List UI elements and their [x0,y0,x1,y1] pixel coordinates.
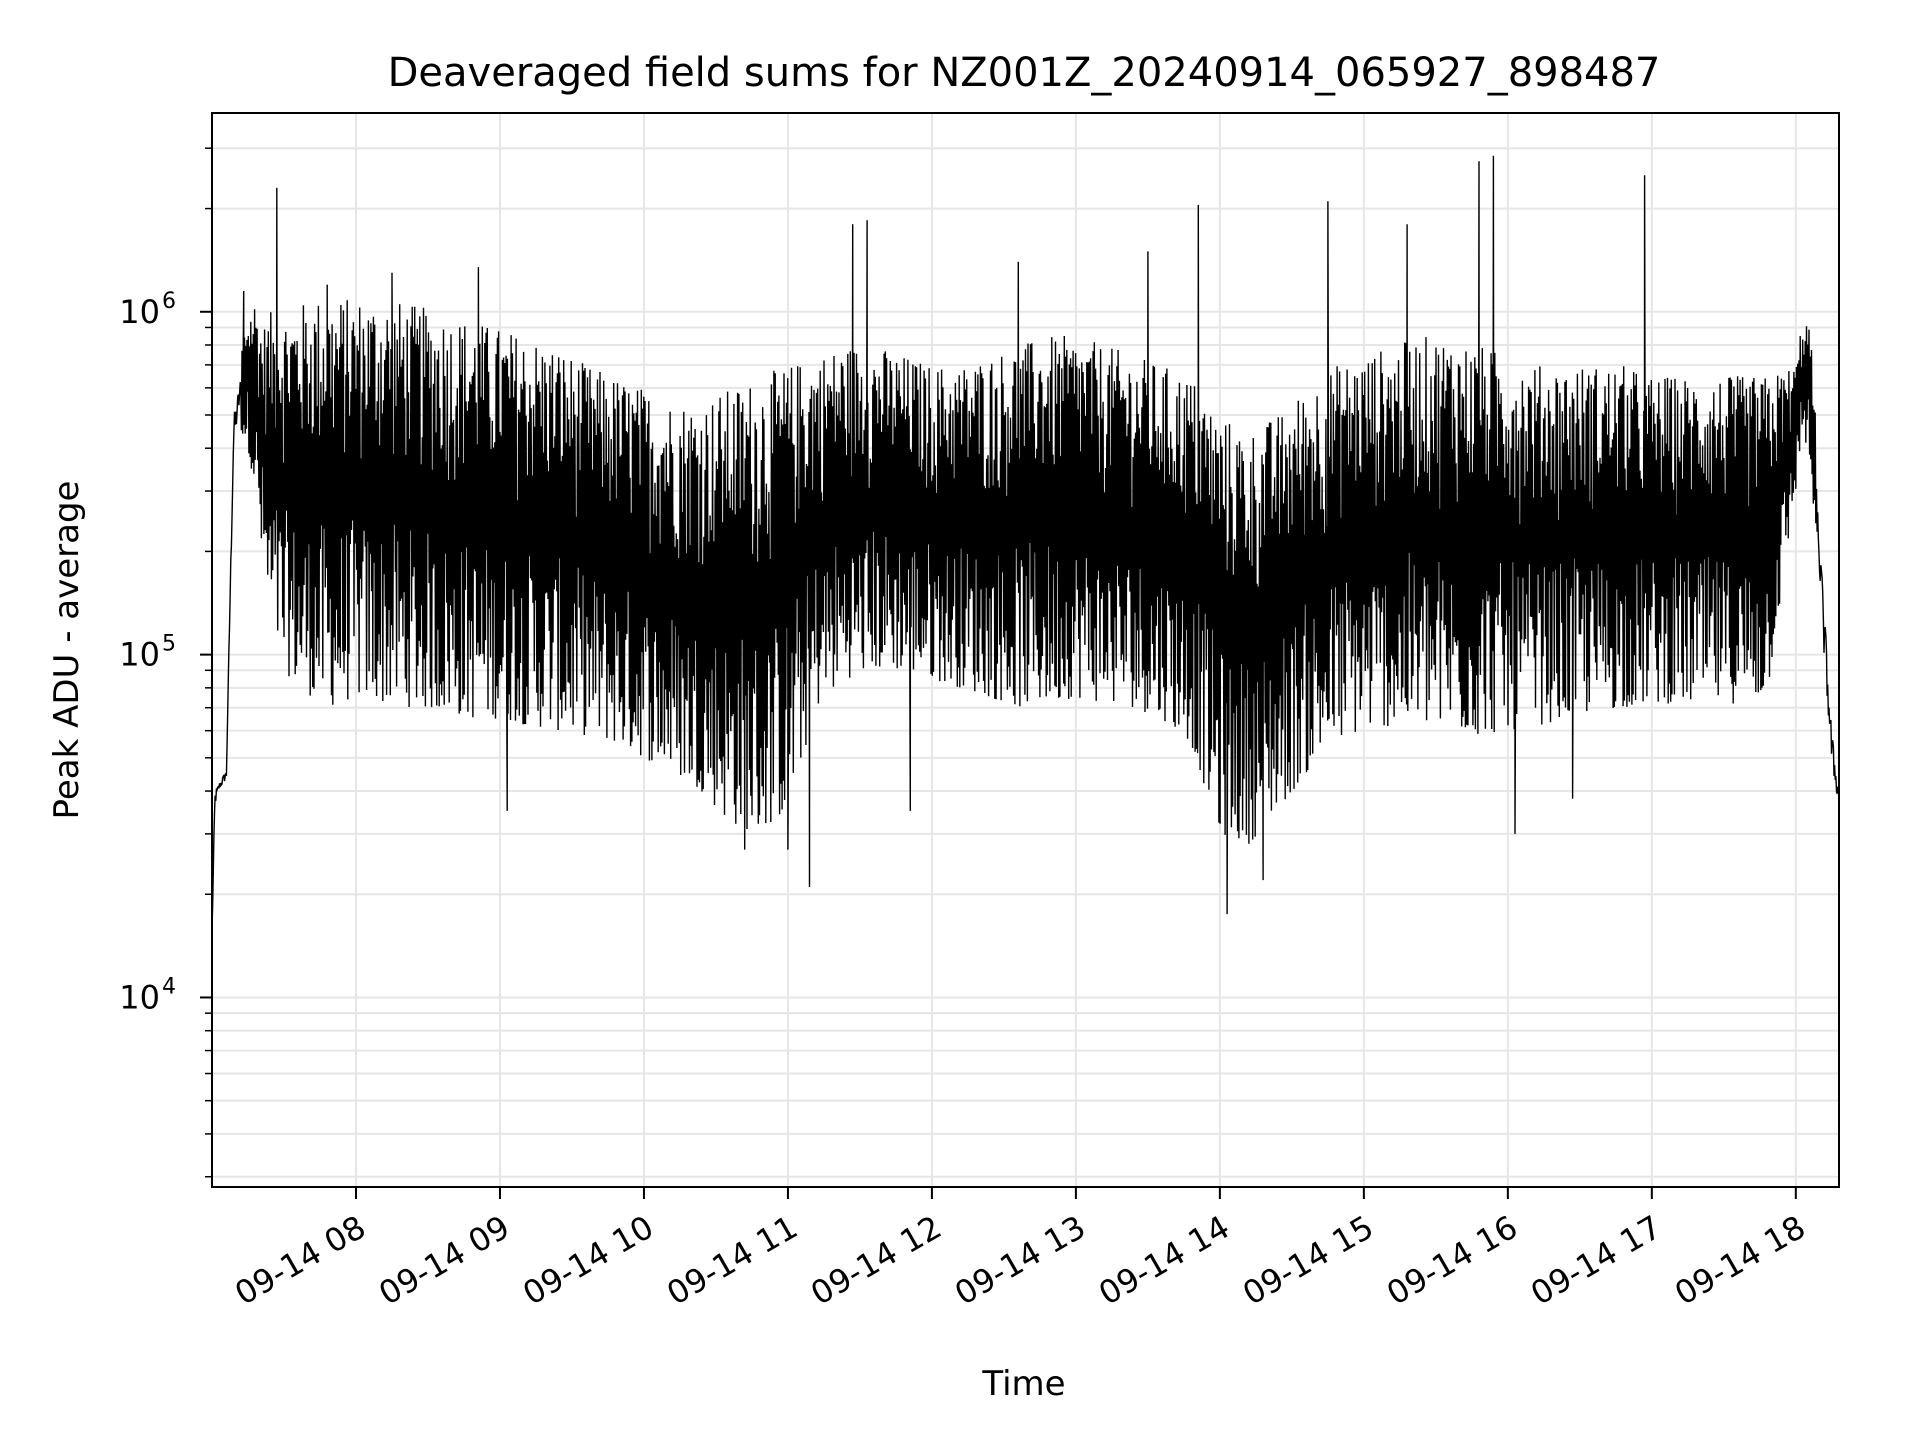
x-tick-label: 09-14 17 [1524,1208,1668,1313]
y-tick-label: 10 [119,978,160,1016]
y-tick-label: 10 [119,293,160,331]
y-tick-exponent: 5 [162,632,176,657]
series-path [211,155,1840,929]
x-tick-label: 09-14 12 [804,1208,948,1313]
x-tick-label: 09-14 08 [228,1208,372,1313]
x-tick-label: 09-14 15 [1236,1208,1380,1313]
x-tick-label: 09-14 09 [372,1208,516,1313]
x-tick-label: 09-14 11 [660,1208,804,1313]
x-axis-label: Time [981,1364,1065,1404]
y-axis-label: Peak ADU - average [47,481,87,820]
x-tick-label: 09-14 14 [1092,1208,1236,1313]
chart-title: Deaveraged field sums for NZ001Z_2024091… [388,50,1661,96]
y-tick-exponent: 6 [162,289,176,314]
series-line [211,155,1840,929]
x-tick-label: 09-14 13 [948,1208,1092,1313]
x-tick-label: 09-14 10 [516,1208,660,1313]
y-tick-label: 10 [119,636,160,674]
x-tick-label: 09-14 16 [1380,1208,1524,1313]
x-axis: 09-14 08 09-14 09 09-14 10 09-14 11 09-14 12… [228,1187,1812,1313]
x-tick-label: 09-14 18 [1668,1208,1812,1313]
plot-frame [211,112,1840,1188]
y-tick-exponent: 4 [162,974,176,999]
